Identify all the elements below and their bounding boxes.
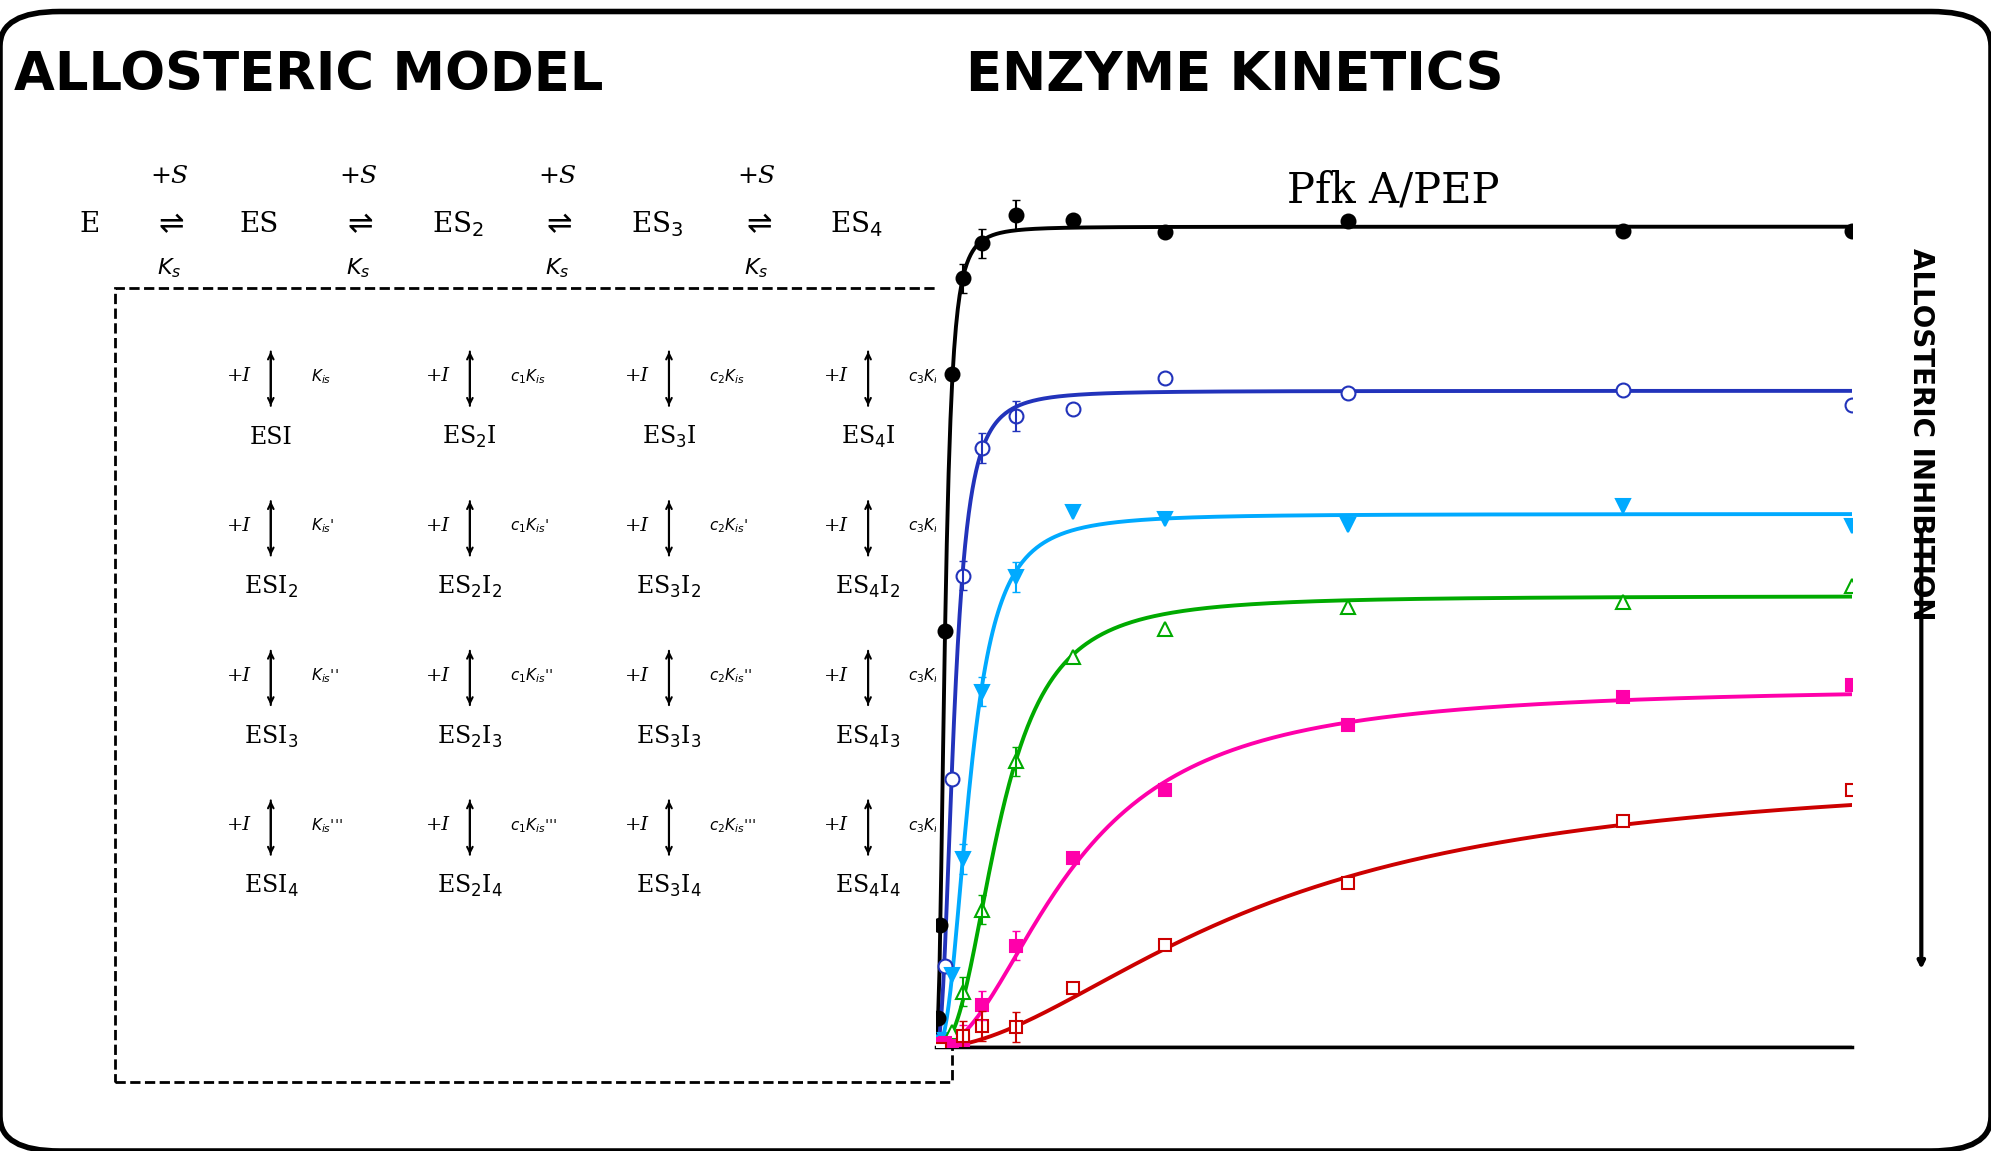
- FancyBboxPatch shape: [0, 12, 1991, 1151]
- Text: +I: +I: [227, 367, 251, 386]
- Text: +S: +S: [149, 165, 189, 188]
- Text: ES$_3$I: ES$_3$I: [641, 425, 697, 450]
- Text: ES$_4$I$_3$: ES$_4$I$_3$: [836, 724, 900, 749]
- Text: +I: +I: [227, 517, 251, 535]
- Text: ES$_4$I: ES$_4$I: [840, 425, 896, 450]
- Text: $c_3K_{is}$: $c_3K_{is}$: [908, 367, 944, 386]
- Text: $c_3K_{is}$''': $c_3K_{is}$''': [908, 816, 956, 834]
- Text: $\rightleftharpoons$: $\rightleftharpoons$: [542, 209, 573, 239]
- Text: $c_3K_{is}$'': $c_3K_{is}$'': [908, 666, 952, 685]
- Text: ESI$_2$: ESI$_2$: [243, 574, 299, 600]
- Text: $\rightleftharpoons$: $\rightleftharpoons$: [342, 209, 374, 239]
- Text: +I: +I: [625, 666, 649, 685]
- Text: $K_s$: $K_s$: [157, 257, 181, 280]
- Text: +S: +S: [338, 165, 378, 188]
- Text: +I: +I: [824, 517, 848, 535]
- Text: +I: +I: [824, 816, 848, 834]
- Text: ES$_4$I$_2$: ES$_4$I$_2$: [836, 574, 900, 600]
- Text: +I: +I: [625, 367, 649, 386]
- Text: +I: +I: [426, 666, 450, 685]
- Text: $K_s$: $K_s$: [346, 257, 370, 280]
- Text: $K_{is}$'': $K_{is}$'': [311, 666, 338, 685]
- Text: ES$_2$: ES$_2$: [432, 209, 484, 239]
- Text: ESI$_3$: ESI$_3$: [243, 724, 299, 749]
- Text: ES$_2$I: ES$_2$I: [442, 425, 498, 450]
- Text: +I: +I: [824, 367, 848, 386]
- Text: Pfk A/PEP: Pfk A/PEP: [1288, 169, 1499, 212]
- Text: +I: +I: [426, 517, 450, 535]
- Text: $c_2K_{is}$': $c_2K_{is}$': [709, 517, 749, 535]
- Text: $c_1K_{is}$': $c_1K_{is}$': [510, 517, 550, 535]
- Text: $K_s$: $K_s$: [745, 257, 769, 280]
- Text: +I: +I: [227, 816, 251, 834]
- Text: +S: +S: [737, 165, 776, 188]
- Text: +I: +I: [625, 517, 649, 535]
- Text: +I: +I: [227, 666, 251, 685]
- Text: ALLOSTERIC INHIBITION: ALLOSTERIC INHIBITION: [1907, 247, 1935, 620]
- Text: $\rightleftharpoons$: $\rightleftharpoons$: [741, 209, 773, 239]
- Text: +S: +S: [538, 165, 577, 188]
- Text: E: E: [80, 211, 100, 238]
- Text: $\rightleftharpoons$: $\rightleftharpoons$: [153, 209, 185, 239]
- Text: ES: ES: [239, 211, 279, 238]
- Text: $c_2K_{is}$: $c_2K_{is}$: [709, 367, 745, 386]
- Text: ES$_4$: ES$_4$: [830, 209, 882, 239]
- Text: +I: +I: [824, 666, 848, 685]
- Text: $c_3K_{is}$': $c_3K_{is}$': [908, 517, 948, 535]
- Text: ESI$_4$: ESI$_4$: [243, 874, 299, 899]
- Text: ES$_3$I$_3$: ES$_3$I$_3$: [637, 724, 701, 749]
- Text: ES$_2$I$_2$: ES$_2$I$_2$: [438, 574, 502, 600]
- Text: $K_{is}$''': $K_{is}$''': [311, 816, 342, 834]
- Text: ES$_2$I$_4$: ES$_2$I$_4$: [436, 874, 504, 899]
- Text: ES$_3$I$_2$: ES$_3$I$_2$: [637, 574, 701, 600]
- Text: $c_1K_{is}$: $c_1K_{is}$: [510, 367, 546, 386]
- Text: +I: +I: [426, 367, 450, 386]
- Text: ES$_3$I$_4$: ES$_3$I$_4$: [635, 874, 703, 899]
- Text: ES$_4$I$_4$: ES$_4$I$_4$: [834, 874, 902, 899]
- Text: $c_1K_{is}$'': $c_1K_{is}$'': [510, 666, 553, 685]
- Text: ESI: ESI: [249, 426, 293, 449]
- Text: $K_{is}$: $K_{is}$: [311, 367, 331, 386]
- Text: $c_2K_{is}$''': $c_2K_{is}$''': [709, 816, 757, 834]
- Text: +I: +I: [426, 816, 450, 834]
- Text: ENZYME KINETICS: ENZYME KINETICS: [966, 48, 1503, 101]
- Text: ES$_2$I$_3$: ES$_2$I$_3$: [438, 724, 502, 749]
- Text: $c_1K_{is}$''': $c_1K_{is}$''': [510, 816, 557, 834]
- Text: $K_{is}$': $K_{is}$': [311, 517, 334, 535]
- Text: +I: +I: [625, 816, 649, 834]
- Text: ALLOSTERIC MODEL: ALLOSTERIC MODEL: [14, 48, 603, 101]
- Text: $K_s$: $K_s$: [546, 257, 569, 280]
- Text: ES$_3$: ES$_3$: [631, 209, 683, 239]
- Text: $c_2K_{is}$'': $c_2K_{is}$'': [709, 666, 753, 685]
